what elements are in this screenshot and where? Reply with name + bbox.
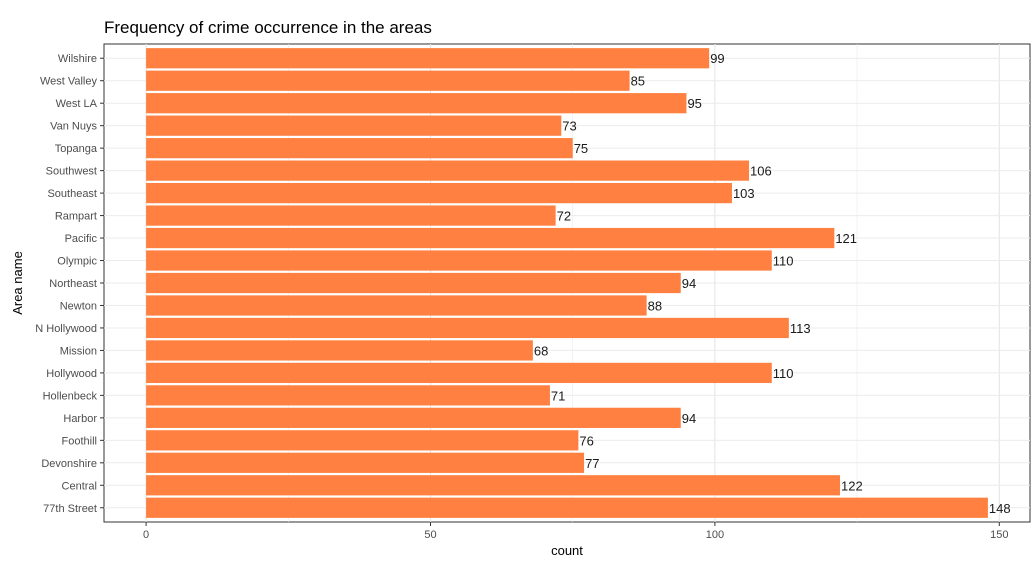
data-label: 77 [585, 456, 599, 471]
y-axis-ticks: 77th Street Central Devonshire Foothill Harb… [35, 53, 104, 515]
y-tick-label: Central [62, 480, 97, 492]
bar-n-hollywood [146, 317, 789, 339]
y-tick-label: Southeast [47, 188, 97, 200]
data-label: 110 [773, 254, 794, 269]
y-tick-label: Harbor [63, 413, 97, 425]
bar-rampart [146, 205, 556, 226]
bar-mission [146, 340, 533, 361]
data-label: 113 [790, 321, 811, 336]
bar-central [146, 475, 841, 496]
y-axis-title: Area name [10, 251, 25, 315]
y-tick-label: Hollenbeck [43, 390, 98, 402]
data-label: 99 [710, 51, 724, 66]
x-tick-label: 150 [990, 529, 1008, 541]
y-tick-label: Rampart [55, 211, 97, 223]
bar-newton [146, 295, 647, 316]
bar-foothill [146, 430, 579, 451]
x-tick-label: 0 [143, 529, 149, 541]
data-label: 94 [682, 411, 696, 426]
chart-title: Frequency of crime occurrence in the are… [104, 18, 432, 37]
bar-wilshire [146, 48, 710, 69]
bar-southwest [146, 160, 750, 181]
x-tick-label: 50 [424, 529, 436, 541]
bar-topanga [146, 138, 573, 159]
data-label: 95 [687, 96, 701, 111]
data-label: 72 [557, 209, 571, 224]
data-label: 71 [551, 388, 565, 403]
bar-devonshire [146, 452, 585, 473]
y-tick-label: Olympic [57, 256, 97, 268]
y-tick-label: Northeast [49, 278, 97, 290]
data-label: 73 [562, 119, 576, 134]
bar-harbor [146, 407, 681, 428]
y-tick-label: West Valley [40, 76, 98, 88]
y-tick-label: Southwest [46, 166, 97, 178]
data-label: 148 [989, 501, 1011, 516]
data-label: 76 [579, 433, 593, 448]
data-label: 110 [773, 366, 794, 381]
data-label: 103 [733, 186, 755, 201]
y-tick-label: Wilshire [58, 53, 97, 65]
data-label: 68 [534, 343, 548, 358]
y-tick-label: 77th Street [43, 503, 97, 515]
y-tick-label: Foothill [62, 435, 97, 447]
bar-hollenbeck [146, 385, 550, 406]
bar-southeast [146, 182, 732, 204]
x-axis-title: count [551, 543, 583, 558]
bar-77th-street [146, 497, 988, 518]
bar-west-valley [146, 70, 630, 91]
bar-northeast [146, 272, 681, 294]
y-tick-label: Topanga [55, 143, 98, 155]
bar-hollywood [146, 362, 772, 384]
data-label: 122 [841, 478, 863, 493]
data-labels: 148 122 77 76 94 71 110 68 113 88 94 110 121 72 103 106… [534, 51, 1011, 516]
y-tick-label: N Hollywood [35, 323, 97, 335]
bars [146, 48, 988, 518]
bar-van-nuys [146, 115, 562, 136]
data-label: 75 [574, 141, 588, 156]
y-tick-label: Mission [60, 345, 97, 357]
data-label: 85 [631, 74, 645, 89]
data-label: 121 [835, 231, 857, 246]
data-label: 106 [750, 164, 772, 179]
bar-pacific [146, 227, 835, 249]
x-tick-label: 100 [706, 529, 724, 541]
y-tick-label: Newton [60, 300, 97, 312]
data-label: 88 [648, 298, 662, 313]
y-tick-label: Hollywood [46, 368, 97, 380]
y-tick-label: West LA [56, 98, 98, 110]
y-tick-label: Devonshire [41, 458, 97, 470]
bar-west-la [146, 93, 687, 114]
data-label: 94 [682, 276, 696, 291]
y-tick-label: Pacific [65, 233, 98, 245]
bar-olympic [146, 250, 772, 271]
y-tick-label: Van Nuys [50, 121, 97, 133]
x-axis-ticks: 0 50 100 150 [143, 522, 1008, 541]
